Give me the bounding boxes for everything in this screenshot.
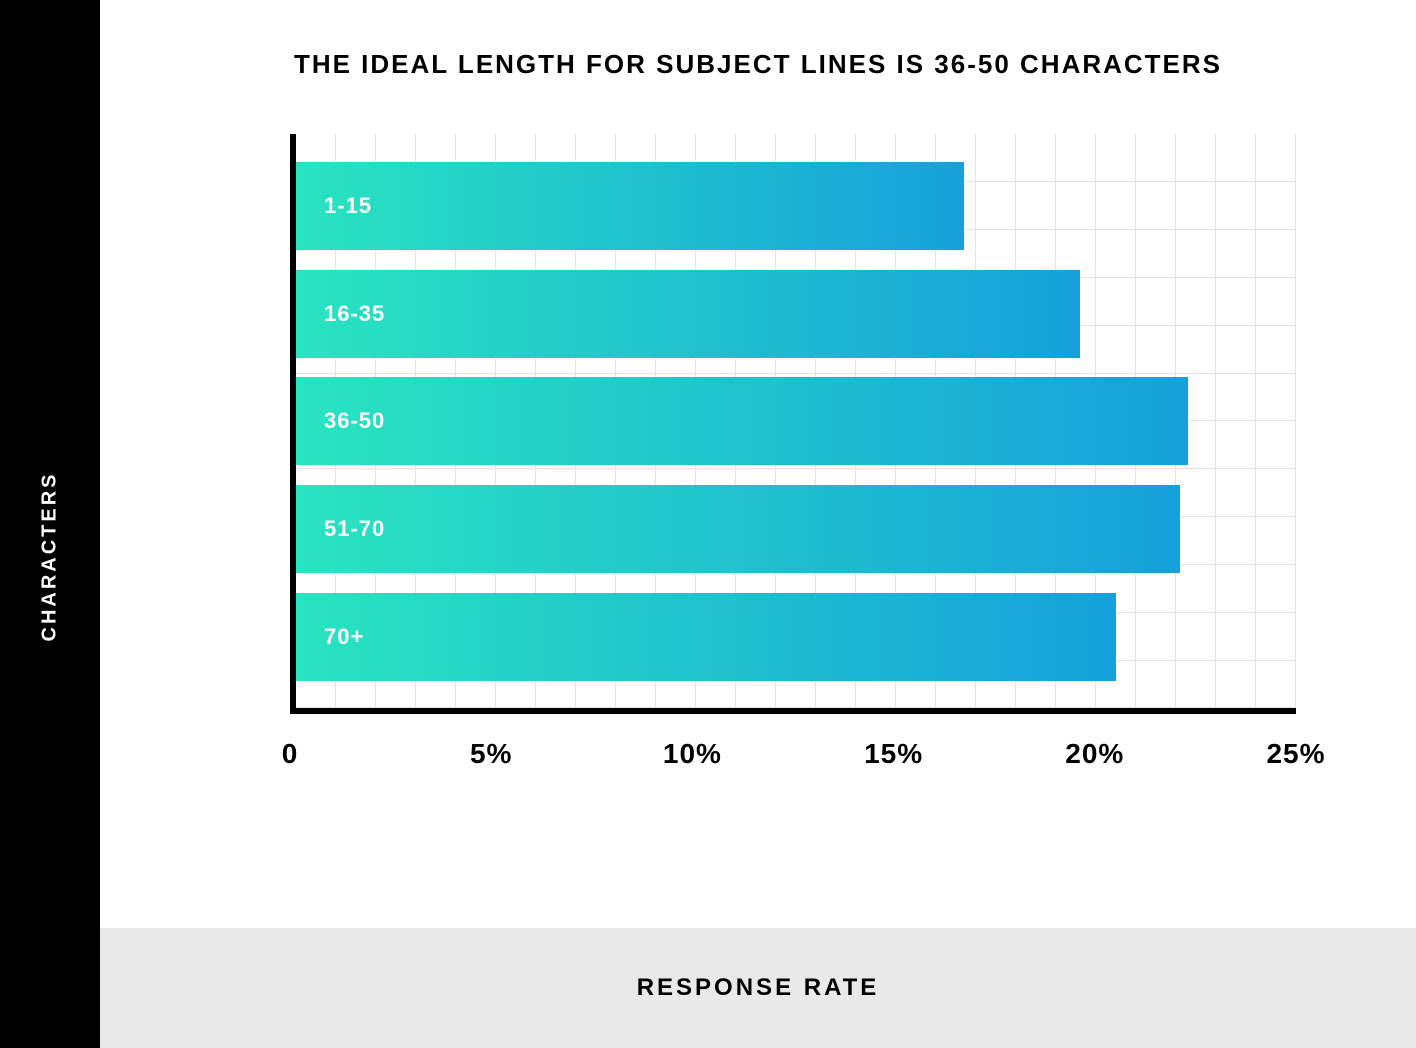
x-tick-label: 0 [282, 738, 299, 770]
bar-fill: 51-70 [296, 485, 1180, 573]
x-ticks: 05%10%15%20%25% [290, 738, 1296, 778]
chart-wrap: 1-1516-3536-5051-7070+ 05%10%15%20%25% [290, 134, 1296, 778]
chart-title: THE IDEAL LENGTH FOR SUBJECT LINES IS 36… [180, 40, 1336, 89]
x-axis-area: RESPONSE RATE [100, 928, 1416, 1048]
bar-fill: 1-15 [296, 162, 964, 250]
y-axis-label: CHARACTERS [39, 471, 62, 641]
bar-row: 16-35 [296, 270, 1296, 358]
bar-label: 36-50 [324, 408, 385, 434]
bar-row: 51-70 [296, 485, 1296, 573]
bars-container: 1-15 16-35 36-50 51-70 70+ [296, 134, 1296, 708]
bar-label: 1-15 [324, 193, 372, 219]
chart-area: THE IDEAL LENGTH FOR SUBJECT LINES IS 36… [100, 0, 1416, 928]
bar-fill: 16-35 [296, 270, 1080, 358]
x-tick-label: 10% [663, 738, 722, 770]
bar-label: 16-35 [324, 301, 385, 327]
bar-label: 70+ [324, 624, 364, 650]
bar-fill: 70+ [296, 593, 1116, 681]
bar-row: 36-50 [296, 377, 1296, 465]
plot-area: 1-15 16-35 36-50 51-70 70+ [290, 134, 1296, 714]
bar-row: 1-15 [296, 162, 1296, 250]
bar-fill: 36-50 [296, 377, 1188, 465]
bar-label: 51-70 [324, 516, 385, 542]
x-tick-label: 20% [1065, 738, 1124, 770]
y-axis-stripe: CHARACTERS [0, 0, 100, 1048]
x-tick-label: 25% [1266, 738, 1325, 770]
x-tick-label: 15% [864, 738, 923, 770]
bar-row: 70+ [296, 593, 1296, 681]
x-tick-label: 5% [470, 738, 512, 770]
x-axis-label: RESPONSE RATE [637, 974, 880, 1002]
main-panel: THE IDEAL LENGTH FOR SUBJECT LINES IS 36… [100, 0, 1416, 1048]
